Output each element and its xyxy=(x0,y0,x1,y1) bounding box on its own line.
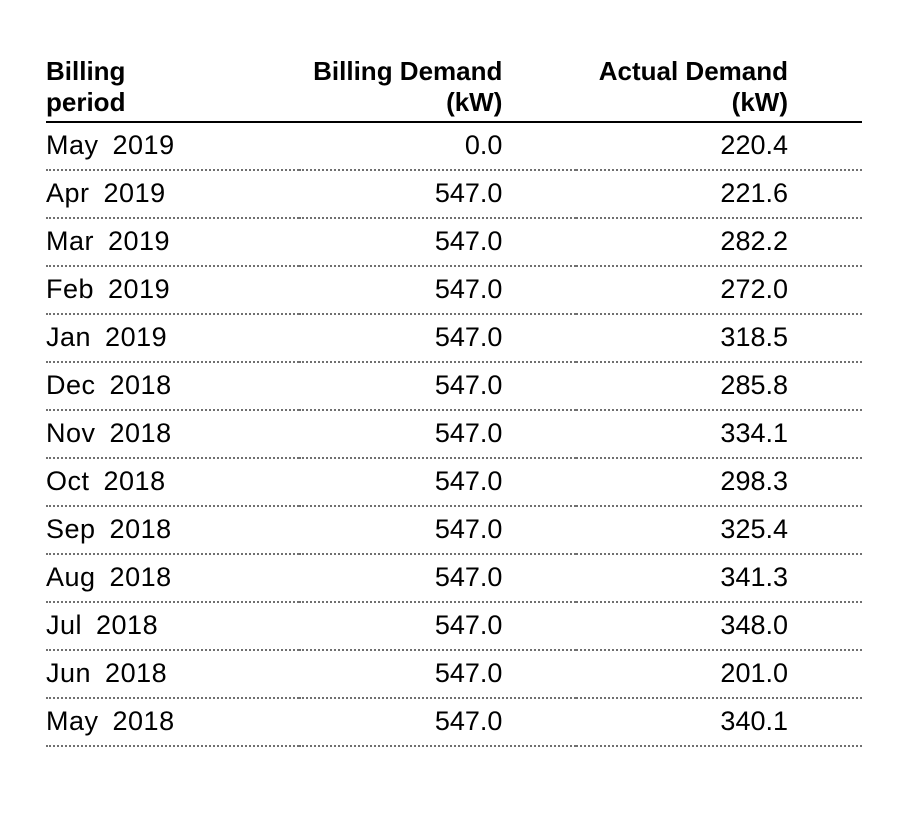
period-month: Sep xyxy=(46,516,96,543)
cell-period: May 2018 xyxy=(46,698,299,746)
cell-actual-demand: 348.0 xyxy=(576,602,862,650)
cell-actual-demand: 272.0 xyxy=(576,266,862,314)
table-row: Mar 2019 547.0282.2 xyxy=(46,218,862,266)
col-header-billing: Billing Demand (kW) xyxy=(299,56,576,121)
table-body: May20190.0220.4Apr2019547.0221.6Mar20195… xyxy=(46,122,862,746)
period-year: 2018 xyxy=(110,516,172,543)
cell-billing-demand: 547.0 xyxy=(299,650,576,698)
col-header-billing-line1: Billing Demand xyxy=(313,56,502,86)
table-row: Sep 2018 547.0325.4 xyxy=(46,506,862,554)
demand-table: Billing period Billing Demand (kW) Actua… xyxy=(46,56,862,747)
cell-period: Jan 2019 xyxy=(46,314,299,362)
table-row: Feb 2019 547.0272.0 xyxy=(46,266,862,314)
period-year: 2018 xyxy=(96,612,158,639)
period-month: Jun xyxy=(46,660,91,687)
cell-billing-demand: 547.0 xyxy=(299,698,576,746)
cell-actual-demand: 221.6 xyxy=(576,170,862,218)
period-month: Nov xyxy=(46,420,96,447)
table-row: Jun 2018 547.0201.0 xyxy=(46,650,862,698)
cell-billing-demand: 547.0 xyxy=(299,314,576,362)
table-header: Billing period Billing Demand (kW) Actua… xyxy=(46,56,862,122)
period-month: Aug xyxy=(46,564,96,591)
cell-actual-demand: 318.5 xyxy=(576,314,862,362)
cell-period: Oct 2018 xyxy=(46,458,299,506)
table-row: Dec 2018 547.0285.8 xyxy=(46,362,862,410)
cell-period: Feb 2019 xyxy=(46,266,299,314)
cell-billing-demand: 547.0 xyxy=(299,362,576,410)
cell-billing-demand: 547.0 xyxy=(299,506,576,554)
cell-period: May 2019 xyxy=(46,122,299,170)
cell-period: Nov 2018 xyxy=(46,410,299,458)
cell-actual-demand: 220.4 xyxy=(576,122,862,170)
cell-period: Jul 2018 xyxy=(46,602,299,650)
period-month: Jan xyxy=(46,324,91,351)
table-row: Nov 2018 547.0334.1 xyxy=(46,410,862,458)
cell-period: Sep 2018 xyxy=(46,506,299,554)
period-year: 2019 xyxy=(108,228,170,255)
cell-billing-demand: 0.0 xyxy=(299,122,576,170)
cell-billing-demand: 547.0 xyxy=(299,410,576,458)
cell-billing-demand: 547.0 xyxy=(299,218,576,266)
table-row: May 2019 0.0220.4 xyxy=(46,122,862,170)
period-month: Dec xyxy=(46,372,96,399)
cell-actual-demand: 341.3 xyxy=(576,554,862,602)
period-year: 2019 xyxy=(108,276,170,303)
period-year: 2018 xyxy=(105,660,167,687)
cell-billing-demand: 547.0 xyxy=(299,266,576,314)
cell-billing-demand: 547.0 xyxy=(299,170,576,218)
cell-period: Mar 2019 xyxy=(46,218,299,266)
cell-billing-demand: 547.0 xyxy=(299,458,576,506)
table-row: May 2018 547.0340.1 xyxy=(46,698,862,746)
cell-actual-demand: 334.1 xyxy=(576,410,862,458)
period-year: 2018 xyxy=(110,372,172,399)
period-month: Oct xyxy=(46,468,90,495)
col-header-period-line1: Billing xyxy=(46,56,125,86)
period-month: Mar xyxy=(46,228,94,255)
table-row: Aug 2018 547.0341.3 xyxy=(46,554,862,602)
cell-actual-demand: 201.0 xyxy=(576,650,862,698)
period-year: 2019 xyxy=(113,132,175,159)
period-year: 2019 xyxy=(104,180,166,207)
period-year: 2018 xyxy=(110,420,172,447)
table-row: Oct 2018 547.0298.3 xyxy=(46,458,862,506)
cell-actual-demand: 325.4 xyxy=(576,506,862,554)
cell-period: Apr 2019 xyxy=(46,170,299,218)
table-row: Jul 2018 547.0348.0 xyxy=(46,602,862,650)
col-header-billing-line2: (kW) xyxy=(446,87,502,117)
cell-period: Dec 2018 xyxy=(46,362,299,410)
cell-actual-demand: 340.1 xyxy=(576,698,862,746)
table-row: Apr 2019 547.0221.6 xyxy=(46,170,862,218)
cell-billing-demand: 547.0 xyxy=(299,554,576,602)
period-month: Feb xyxy=(46,276,94,303)
col-header-actual-line2: (kW) xyxy=(732,87,788,117)
period-month: May xyxy=(46,708,99,735)
period-month: Apr xyxy=(46,180,90,207)
cell-period: Aug 2018 xyxy=(46,554,299,602)
cell-period: Jun 2018 xyxy=(46,650,299,698)
col-header-period: Billing period xyxy=(46,56,299,121)
period-month: May xyxy=(46,132,99,159)
cell-billing-demand: 547.0 xyxy=(299,602,576,650)
col-header-actual: Actual Demand (kW) xyxy=(576,56,862,121)
period-year: 2019 xyxy=(105,324,167,351)
col-header-period-line2: period xyxy=(46,87,125,117)
period-year: 2018 xyxy=(113,708,175,735)
cell-actual-demand: 285.8 xyxy=(576,362,862,410)
cell-actual-demand: 298.3 xyxy=(576,458,862,506)
period-year: 2018 xyxy=(104,468,166,495)
table-row: Jan 2019 547.0318.5 xyxy=(46,314,862,362)
period-month: Jul xyxy=(46,612,82,639)
cell-actual-demand: 282.2 xyxy=(576,218,862,266)
period-year: 2018 xyxy=(110,564,172,591)
col-header-actual-line1: Actual Demand xyxy=(599,56,788,86)
